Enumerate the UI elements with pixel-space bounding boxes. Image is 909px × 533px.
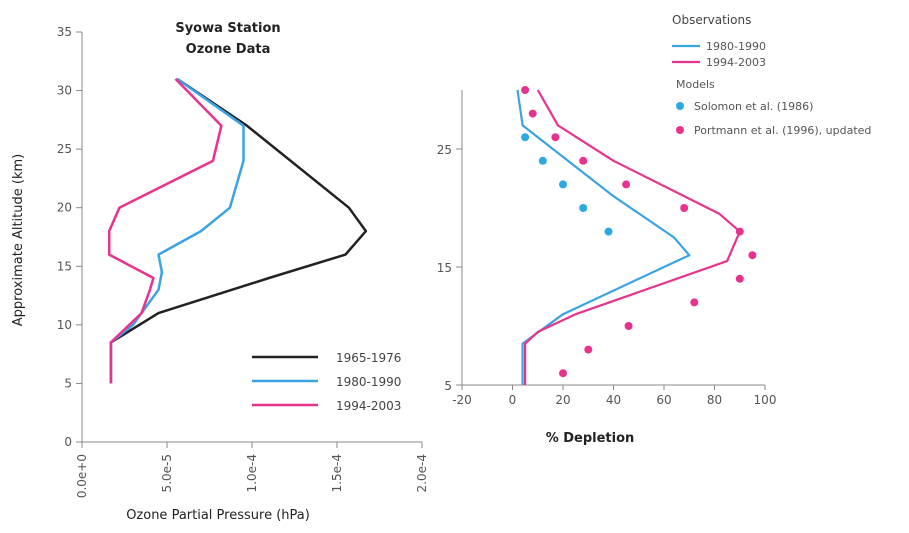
right-legend-marker [676,126,684,134]
right-model-point [521,133,530,142]
left-legend-label: 1980-1990 [336,375,401,389]
right-model-point [538,156,547,165]
right-y-tick-label: 15 [437,261,452,275]
right-legend-label: 1980-1990 [706,40,766,53]
right-x-tick-label: 100 [754,393,777,407]
right-x-tick-label: 20 [555,393,570,407]
left-chart: 0 5 10 15 20 25 30 35 0.0e+0 5.0e-5 1.0e-4 1.5e-4 2.… [11,21,429,523]
right-series-line-1980-1990 [516,89,691,385]
right-model-point [559,180,567,189]
right-legend-label: Solomon et al. (1986) [694,100,813,113]
right-legend-marker [676,102,684,110]
left-title-line-1: Syowa Station [175,21,280,36]
right-x-tick-label: 60 [656,393,671,407]
right-model-point [748,251,757,260]
right-legend-heading-models: Models [676,78,715,91]
left-y-tick-label: 15 [57,259,72,273]
right-x-tick-label: 80 [707,393,722,407]
left-legend: 1965-1976 1980-1990 1994-2003 [252,351,401,413]
left-legend-label: 1994-2003 [336,399,401,413]
right-model-point [604,227,613,236]
left-series-line-1965-1976 [109,77,368,384]
right-series [516,86,757,385]
left-y-tick-label: 0 [64,435,72,449]
left-x-tick-label: 1.0e-4 [245,454,259,492]
left-y-tick-label: 30 [57,84,72,98]
left-y-tick-label: 5 [64,376,72,390]
right-legend-label: 1994-2003 [706,56,766,69]
left-series-line-1980-1990 [109,77,245,384]
right-chart: 5 15 25 -20 0 20 40 60 80 100 % Depletion Observa… [437,13,872,446]
right-model-point [690,298,699,307]
right-model-point [528,109,537,118]
left-y-tick-label: 20 [57,201,72,215]
right-model-point [559,369,567,378]
right-model-point [735,227,744,236]
left-title-line-2: Ozone Data [186,42,271,57]
left-x-tick-label: 5.0e-5 [160,454,174,492]
left-legend-label: 1965-1976 [336,351,401,365]
left-y-tick-label: 35 [57,25,72,39]
left-series [107,77,368,384]
right-y-tick-label: 5 [444,379,452,393]
right-model-point [521,86,530,94]
left-x-tick-label: 2.0e-4 [415,454,429,492]
left-x-tick-label: 1.5e-4 [330,454,344,492]
right-model-point [584,345,593,354]
right-y-tick-label: 25 [437,143,452,157]
right-model-point [735,274,744,283]
left-x-axis-label: Ozone Partial Pressure (hPa) [126,508,310,523]
right-axes: 5 15 25 -20 0 20 40 60 80 100 [437,90,777,407]
right-legend-heading-observations: Observations [672,13,751,27]
right-x-tick-label: 40 [606,393,621,407]
left-y-tick-label: 10 [57,318,72,332]
left-axes: 0 5 10 15 20 25 30 35 0.0e+0 5.0e-5 1.0e-4 1.5e-4 2.… [57,25,429,498]
right-x-tick-label: -20 [452,393,472,407]
right-legend: Observations 1980-1990 1994-2003 Models Solo… [672,13,871,137]
right-model-point [579,204,588,212]
right-x-tick-label: 0 [509,393,517,407]
right-model-point [579,156,588,165]
right-legend-label: Portmann et al. (1996), updated [694,124,871,137]
left-series-line-1994-2003 [107,78,223,384]
left-y-tick-label: 25 [57,142,72,156]
right-model-point [680,204,689,212]
right-series-line-1994-2003 [523,89,741,385]
right-model-point [624,322,633,330]
right-x-axis-label: % Depletion [546,431,635,446]
right-model-point [622,180,631,189]
left-y-axis-label: Approximate Altitude (km) [11,154,26,326]
left-x-tick-label: 0.0e+0 [75,454,89,498]
right-model-point [551,133,560,142]
